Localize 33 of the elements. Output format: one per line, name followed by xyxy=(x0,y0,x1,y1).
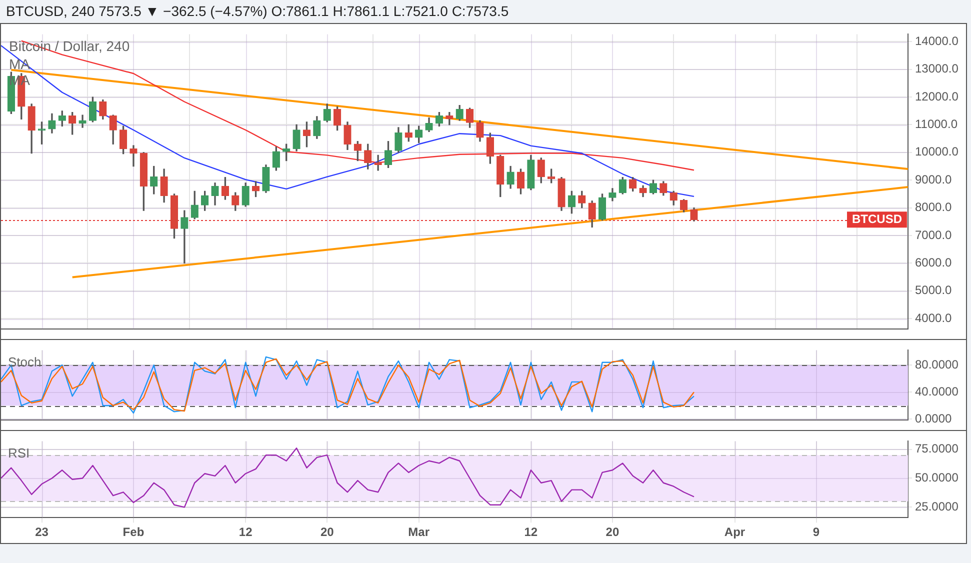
x-tick-label: 23 xyxy=(35,525,49,540)
chart-title: Stoch xyxy=(8,354,42,370)
y-tick-label: 0.0000 xyxy=(915,411,952,426)
y-tick-label: 9000.0 xyxy=(915,172,952,186)
x-tick-label: 12 xyxy=(238,525,253,540)
y-tick-label: 14000.0 xyxy=(915,34,959,48)
x-tick-label: 20 xyxy=(320,525,334,540)
y-tick-label: 11000.0 xyxy=(915,117,958,132)
y-tick-label: 10000.0 xyxy=(915,144,959,159)
y-tick-label: 12000.0 xyxy=(915,89,959,104)
chart-title: RSI xyxy=(8,445,30,460)
y-tick-label: 8000.0 xyxy=(915,200,952,214)
x-tick-label: 20 xyxy=(606,525,620,540)
y-tick-label: 50.0000 xyxy=(915,470,959,485)
y-tick-label: 6000.0 xyxy=(915,255,952,270)
ref-line-label: BTCUSD xyxy=(852,212,902,226)
y-tick-label: 25.0000 xyxy=(915,499,959,514)
y-tick-label: 5000.0 xyxy=(915,283,952,298)
y-tick-label: 4000.0 xyxy=(915,310,952,325)
y-tick-label: 80.0000 xyxy=(915,357,959,372)
y-tick-label: 7000.0 xyxy=(915,228,952,242)
chart-title: BTCUSD, 240 7573.5 ▼ −362.5 (−4.57%) O:7861.1 H:7861.1 L:7521.0 C:7573.5 xyxy=(5,2,510,21)
x-tick-label: Feb xyxy=(122,525,144,540)
y-tick-label: 40.0000 xyxy=(915,384,959,398)
x-tick-label: 9 xyxy=(812,525,820,540)
x-tick-label: 12 xyxy=(524,525,538,540)
candlestick xyxy=(180,210,188,264)
annotation: MA xyxy=(9,72,31,88)
x-tick-label: Mar xyxy=(408,525,430,540)
y-tick-label: 13000.0 xyxy=(915,62,959,76)
candlestick xyxy=(130,145,138,167)
x-tick-label: Apr xyxy=(724,525,746,540)
y-tick-label: 75.0000 xyxy=(915,442,959,456)
